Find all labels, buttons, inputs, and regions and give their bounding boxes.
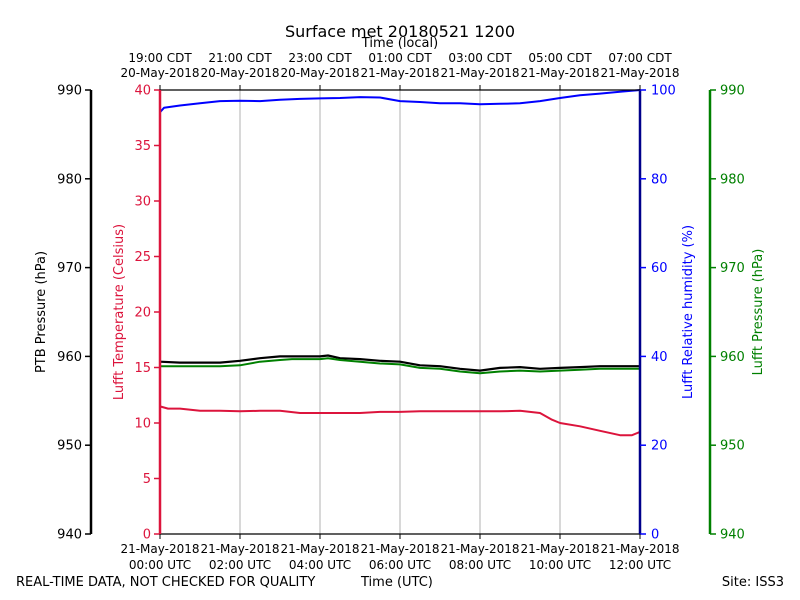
top-tick-date: 20-May-2018	[120, 66, 199, 80]
top-tick-label: 01:00 CDT	[368, 51, 432, 65]
rh-axis-label: Lufft Relative humidity (%)	[681, 225, 696, 399]
temp-tick-label: 40	[134, 84, 151, 99]
lp-tick-label: 940	[720, 528, 745, 543]
rh-tick-label: 20	[651, 439, 668, 454]
top-tick-label: 19:00 CDT	[128, 51, 192, 65]
bottom-tick-label: 08:00 UTC	[449, 558, 511, 572]
top-tick-date: 20-May-2018	[280, 66, 359, 80]
bottom-tick-label: 02:00 UTC	[209, 558, 271, 572]
ptb-tick-label: 960	[57, 350, 82, 365]
lp-tick-label: 950	[720, 439, 745, 454]
bottom-tick-label: 10:00 UTC	[529, 558, 591, 572]
temp-tick-label: 10	[134, 417, 151, 432]
ptb-tick-label: 940	[57, 528, 82, 543]
bottom-tick-label: 04:00 UTC	[289, 558, 351, 572]
bottom-tick-label: 06:00 UTC	[369, 558, 431, 572]
temp-tick-label: 15	[134, 361, 151, 376]
lp-tick-label: 960	[720, 350, 745, 365]
temp-axis-label: Lufft Temperature (Celsius)	[112, 224, 127, 400]
lp-tick-label: 970	[720, 261, 745, 276]
ptb-tick-label: 990	[57, 84, 82, 99]
data-series	[159, 89, 641, 437]
bottom-tick-label: 12:00 UTC	[609, 558, 671, 572]
top-tick-label: 21:00 CDT	[208, 51, 272, 65]
top-tick-date: 21-May-2018	[600, 66, 679, 80]
series-line	[159, 354, 640, 372]
bottom-tick-date: 21-May-2018	[200, 542, 279, 556]
lp-tick-label: 980	[720, 172, 745, 187]
temp-tick-label: 35	[134, 139, 151, 154]
top-tick-date: 20-May-2018	[200, 66, 279, 80]
rh-tick-label: 100	[651, 84, 676, 99]
series-line	[159, 89, 641, 113]
temp-tick-label: 5	[143, 472, 151, 487]
ptb-axis-label: PTB Pressure (hPa)	[34, 251, 49, 373]
rh-tick-label: 80	[651, 172, 668, 187]
ptb-tick-label: 950	[57, 439, 82, 454]
temp-tick-label: 20	[134, 306, 151, 321]
top-tick-label: 05:00 CDT	[528, 51, 592, 65]
bottom-tick-date: 21-May-2018	[600, 542, 679, 556]
gridlines	[239, 90, 561, 534]
bottom-tick-date: 21-May-2018	[520, 542, 599, 556]
top-axis-title: Time (local)	[361, 36, 438, 51]
rh-tick-label: 0	[651, 528, 659, 543]
lp-axis-label: Lufft Pressure (hPa)	[751, 249, 766, 376]
chart-title: Surface met 20180521 1200	[285, 22, 515, 41]
bottom-tick-date: 21-May-2018	[360, 542, 439, 556]
x-axis-title: Time (UTC)	[361, 575, 433, 590]
top-tick-date: 21-May-2018	[520, 66, 599, 80]
temp-tick-label: 30	[134, 195, 151, 210]
site-label: Site: ISS3	[721, 575, 784, 590]
top-tick-date: 21-May-2018	[440, 66, 519, 80]
bottom-tick-date: 21-May-2018	[440, 542, 519, 556]
temp-tick-label: 0	[143, 528, 151, 543]
bottom-tick-label: 00:00 UTC	[129, 558, 191, 572]
ptb-tick-label: 980	[57, 172, 82, 187]
lp-tick-label: 990	[720, 84, 745, 99]
bottom-tick-date: 21-May-2018	[280, 542, 359, 556]
bottom-tick-date: 21-May-2018	[120, 542, 199, 556]
top-tick-date: 21-May-2018	[360, 66, 439, 80]
rh-tick-label: 60	[651, 261, 668, 276]
axes: 940 950 960 970 980 990 PTB Pressure (hPa) 0 5 10…	[34, 51, 766, 572]
rh-tick-label: 40	[651, 350, 668, 365]
top-tick-label: 07:00 CDT	[608, 51, 672, 65]
temp-tick-label: 25	[134, 250, 151, 265]
quality-disclaimer: REAL-TIME DATA, NOT CHECKED FOR QUALITY	[16, 575, 316, 590]
series-line	[159, 405, 641, 437]
series-line	[160, 357, 640, 375]
top-tick-label: 23:00 CDT	[288, 51, 352, 65]
top-tick-label: 03:00 CDT	[448, 51, 512, 65]
ptb-tick-label: 970	[57, 261, 82, 276]
